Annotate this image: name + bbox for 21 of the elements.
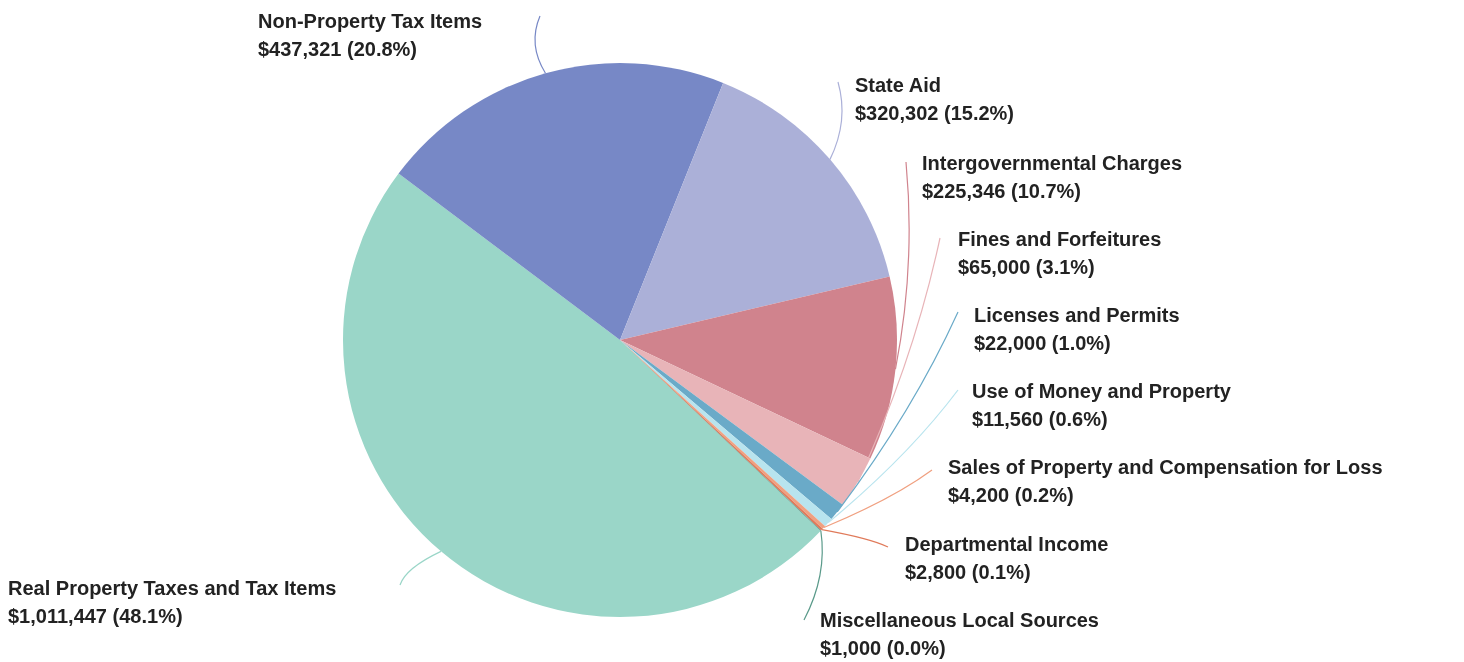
slice-label: State Aid — [855, 74, 941, 96]
slice-label: Fines and Forfeitures — [958, 228, 1162, 250]
slice-label: Intergovernmental Charges — [922, 152, 1183, 174]
data-label: $437,321 (20.8%) — [258, 38, 418, 60]
slice-label: Use of Money and Property — [972, 380, 1232, 402]
data-label: $1,000 (0.0%) — [820, 637, 946, 659]
data-label: $2,800 (0.1%) — [905, 561, 1031, 583]
slice-label: Real Property Taxes and Tax Items — [8, 577, 337, 599]
data-label: $4,200 (0.2%) — [948, 484, 1074, 506]
slice-label: Miscellaneous Local Sources — [820, 609, 1099, 631]
pie-slice — [343, 173, 821, 617]
data-label: $65,000 (3.1%) — [958, 256, 1095, 278]
data-label: $1,011,447 (48.1%) — [8, 605, 183, 627]
data-label: $11,560 (0.6%) — [972, 408, 1108, 430]
slice-label: Departmental Income — [905, 533, 1109, 555]
data-label: $22,000 (1.0%) — [974, 332, 1111, 354]
slice-label: Sales of Property and Compensation for Loss — [948, 456, 1383, 478]
data-label: $320,302 (15.2%) — [855, 102, 1015, 124]
slice-label: Licenses and Permits — [974, 304, 1180, 326]
slice-label: Non-Property Tax Items — [258, 10, 483, 32]
data-label: $225,346 (10.7%) — [922, 180, 1082, 202]
